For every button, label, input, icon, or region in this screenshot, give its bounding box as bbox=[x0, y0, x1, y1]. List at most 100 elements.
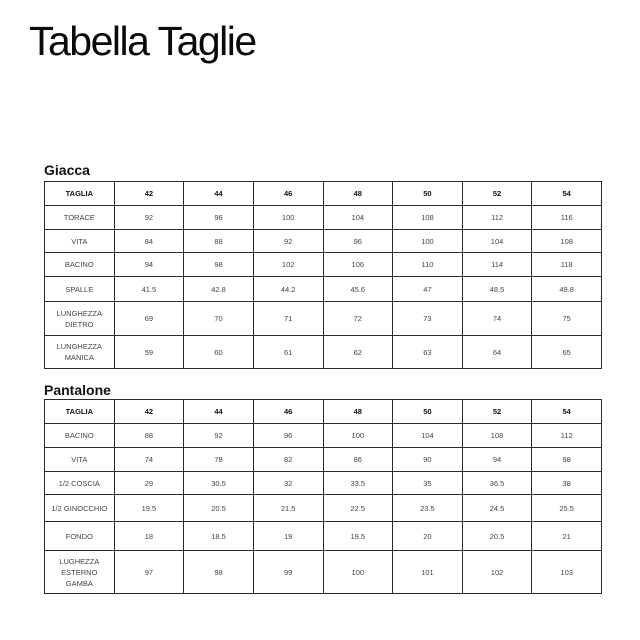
value-cell: 100 bbox=[322, 423, 394, 448]
value-cell: 65 bbox=[531, 335, 602, 369]
value-cell: 41.5 bbox=[113, 276, 185, 302]
value-cell: 71 bbox=[252, 301, 324, 336]
size-header-cell: 44 bbox=[183, 399, 254, 424]
value-cell: 30.5 bbox=[183, 471, 254, 495]
value-cell: 108 bbox=[392, 205, 463, 230]
measure-label-cell: LUNGHEZZA MANICA bbox=[44, 335, 115, 369]
measure-label-cell: BACINO bbox=[44, 252, 115, 277]
value-cell: 90 bbox=[392, 447, 463, 472]
value-cell: 82 bbox=[252, 447, 324, 472]
value-cell: 36.5 bbox=[461, 471, 533, 495]
value-cell: 69 bbox=[113, 301, 185, 336]
header-label-cell: TAGLIA bbox=[44, 399, 115, 424]
value-cell: 84 bbox=[113, 229, 185, 253]
value-cell: 94 bbox=[461, 447, 533, 472]
size-header-cell: 48 bbox=[322, 181, 394, 206]
measure-label-cell: FONDO bbox=[44, 521, 115, 551]
value-cell: 20.5 bbox=[461, 521, 533, 551]
table-row: BACINO 88 92 96 100 104 108 112 bbox=[44, 423, 602, 448]
page-title: Tabella Taglie bbox=[29, 18, 257, 64]
value-cell: 48.5 bbox=[461, 276, 533, 302]
value-cell: 62 bbox=[322, 335, 394, 369]
measure-label-cell: VITA bbox=[44, 229, 115, 253]
value-cell: 20 bbox=[392, 521, 463, 551]
value-cell: 112 bbox=[531, 423, 602, 448]
value-cell: 100 bbox=[392, 229, 463, 253]
size-header-cell: 46 bbox=[252, 181, 324, 206]
value-cell: 59 bbox=[113, 335, 185, 369]
value-cell: 97 bbox=[113, 550, 185, 594]
table-row: LUNGHEZZA DIETRO 69 70 71 72 73 74 75 bbox=[44, 301, 602, 336]
value-cell: 104 bbox=[461, 229, 533, 253]
table-row: LUGHEZZA ESTERNO GAMBA 97 98 99 100 101 102 103 bbox=[44, 550, 602, 594]
value-cell: 100 bbox=[252, 205, 324, 230]
value-cell: 64 bbox=[461, 335, 533, 369]
value-cell: 104 bbox=[392, 423, 463, 448]
size-header-cell: 46 bbox=[252, 399, 324, 424]
section-title-pantalone: Pantalone bbox=[44, 382, 111, 398]
size-header-cell: 42 bbox=[113, 399, 185, 424]
table-row: TORACE 92 96 100 104 108 112 116 bbox=[44, 205, 602, 230]
value-cell: 78 bbox=[183, 447, 254, 472]
size-header-cell: 50 bbox=[392, 399, 463, 424]
value-cell: 19 bbox=[252, 521, 324, 551]
value-cell: 104 bbox=[322, 205, 394, 230]
value-cell: 108 bbox=[461, 423, 533, 448]
value-cell: 92 bbox=[113, 205, 185, 230]
value-cell: 19.5 bbox=[322, 521, 394, 551]
value-cell: 49.8 bbox=[531, 276, 602, 302]
value-cell: 96 bbox=[252, 423, 324, 448]
value-cell: 63 bbox=[392, 335, 463, 369]
measure-label-cell: LUGHEZZA ESTERNO GAMBA bbox=[44, 550, 115, 594]
value-cell: 21.5 bbox=[252, 494, 324, 522]
table-header-row: TAGLIA 42 44 46 48 50 52 54 bbox=[44, 399, 602, 424]
value-cell: 24.5 bbox=[461, 494, 533, 522]
value-cell: 44.2 bbox=[252, 276, 324, 302]
table-row: 1/2 GINOCCHIO 19.5 20.5 21.5 22.5 23.5 24.5 25.… bbox=[44, 494, 602, 522]
table-row: BACINO 94 98 102 106 110 114 118 bbox=[44, 252, 602, 277]
table-row: SPALLE 41.5 42.8 44.2 45.6 47 48.5 49.8 bbox=[44, 276, 602, 302]
value-cell: 102 bbox=[252, 252, 324, 277]
table-row: VITA 74 78 82 86 90 94 98 bbox=[44, 447, 602, 472]
value-cell: 98 bbox=[531, 447, 602, 472]
value-cell: 92 bbox=[252, 229, 324, 253]
header-label-cell: TAGLIA bbox=[44, 181, 115, 206]
value-cell: 103 bbox=[531, 550, 602, 594]
value-cell: 25.5 bbox=[531, 494, 602, 522]
value-cell: 60 bbox=[183, 335, 254, 369]
value-cell: 88 bbox=[183, 229, 254, 253]
value-cell: 106 bbox=[322, 252, 394, 277]
value-cell: 38 bbox=[531, 471, 602, 495]
value-cell: 116 bbox=[531, 205, 602, 230]
size-header-cell: 54 bbox=[531, 181, 602, 206]
size-header-cell: 52 bbox=[461, 399, 533, 424]
size-table-pantalone: TAGLIA 42 44 46 48 50 52 54 BACINO 88 92 96 100 104 10… bbox=[44, 399, 602, 594]
value-cell: 102 bbox=[461, 550, 533, 594]
value-cell: 86 bbox=[322, 447, 394, 472]
value-cell: 70 bbox=[183, 301, 254, 336]
value-cell: 42.8 bbox=[183, 276, 254, 302]
value-cell: 96 bbox=[183, 205, 254, 230]
value-cell: 72 bbox=[322, 301, 394, 336]
measure-label-cell: VITA bbox=[44, 447, 115, 472]
value-cell: 47 bbox=[392, 276, 463, 302]
value-cell: 45.6 bbox=[322, 276, 394, 302]
table-row: VITA 84 88 92 96 100 104 108 bbox=[44, 229, 602, 253]
value-cell: 22.5 bbox=[322, 494, 394, 522]
measure-label-cell: 1/2 GINOCCHIO bbox=[44, 494, 115, 522]
value-cell: 33.5 bbox=[322, 471, 394, 495]
value-cell: 112 bbox=[461, 205, 533, 230]
value-cell: 118 bbox=[531, 252, 602, 277]
value-cell: 75 bbox=[531, 301, 602, 336]
value-cell: 21 bbox=[531, 521, 602, 551]
value-cell: 32 bbox=[252, 471, 324, 495]
value-cell: 23.5 bbox=[392, 494, 463, 522]
value-cell: 20.5 bbox=[183, 494, 254, 522]
table-row: FONDO 18 18.5 19 19.5 20 20.5 21 bbox=[44, 521, 602, 551]
value-cell: 29 bbox=[113, 471, 185, 495]
measure-label-cell: LUNGHEZZA DIETRO bbox=[44, 301, 115, 336]
table-row: LUNGHEZZA MANICA 59 60 61 62 63 64 65 bbox=[44, 335, 602, 369]
value-cell: 35 bbox=[392, 471, 463, 495]
size-header-cell: 48 bbox=[322, 399, 394, 424]
section-title-giacca: Giacca bbox=[44, 162, 90, 178]
